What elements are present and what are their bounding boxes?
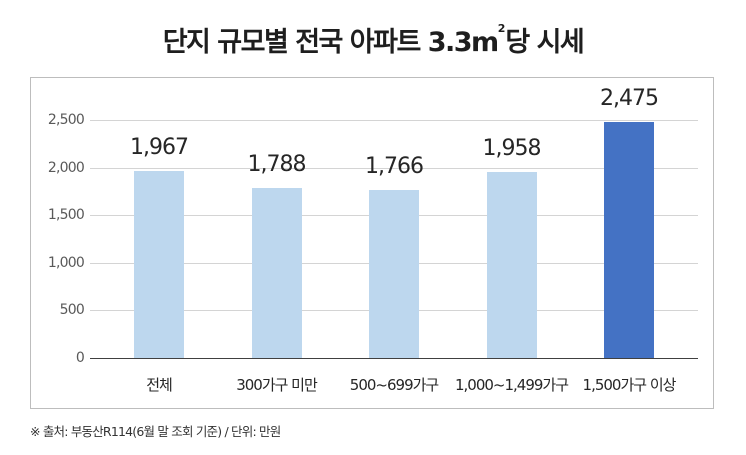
source-note: ※ 출처: 부동산R114(6월 말 조회 기준) / 단위: 만원 <box>30 424 281 439</box>
chart-title-main: 단지 규모별 전국 아파트 3.3m <box>162 27 499 58</box>
bar-4 <box>604 122 654 358</box>
bar-value-label: 1,766 <box>365 153 424 179</box>
bar-value-label: 1,958 <box>482 135 542 161</box>
x-axis-line <box>90 358 698 359</box>
bar-value-label: 1,788 <box>247 151 307 177</box>
y-tick-label: 0 <box>75 350 85 366</box>
x-category-label: 500~699가구 <box>349 376 439 394</box>
x-category-label: 전체 <box>146 376 173 394</box>
bar-value-label: 1,967 <box>130 134 189 160</box>
y-tick-label: 1,500 <box>47 207 85 224</box>
chart-frame <box>30 77 714 409</box>
gridline <box>90 167 698 169</box>
x-category-label: 300가구 미만 <box>236 376 318 394</box>
bar-2 <box>369 189 419 358</box>
chart-title: 단지 규모별 전국 아파트 3.3m2당 시세 <box>0 20 746 59</box>
bar-0 <box>134 170 184 358</box>
y-tick-label: 2,000 <box>47 159 85 176</box>
bar-3 <box>486 171 537 358</box>
gridline <box>90 120 698 121</box>
bar-1 <box>251 187 302 358</box>
x-category-label: 1,500가구 이상 <box>582 376 677 394</box>
bar-value-label: 2,475 <box>600 86 659 112</box>
y-tick-label: 1,000 <box>47 254 85 271</box>
x-category-label: 1,000~1,499가구 <box>454 376 569 394</box>
chart-title-suffix: 당 시세 <box>505 27 584 58</box>
y-tick-label: 2,500 <box>47 112 85 128</box>
chart-title-superscript: 2 <box>497 22 506 35</box>
y-tick-label: 500 <box>59 302 85 319</box>
